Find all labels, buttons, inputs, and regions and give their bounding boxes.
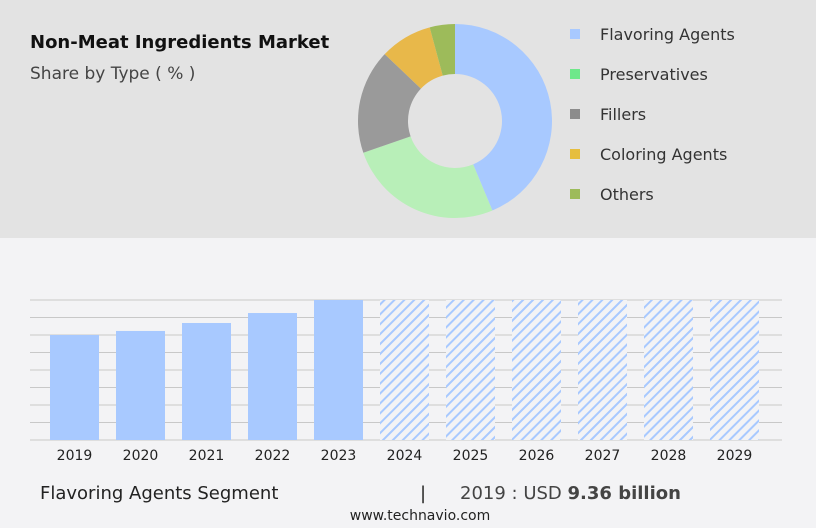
legend-item: Preservatives — [570, 54, 735, 94]
bar-2019 — [50, 335, 99, 440]
donut-slice-flavoring-agents — [455, 24, 552, 211]
legend: Flavoring Agents Preservatives Fillers Colo… — [570, 14, 735, 214]
legend-label: Coloring Agents — [600, 144, 728, 164]
legend-swatch — [570, 29, 580, 39]
legend-item: Coloring Agents — [570, 134, 735, 174]
x-tick-label: 2023 — [321, 448, 357, 464]
x-tick-label: 2022 — [255, 448, 291, 464]
legend-label: Flavoring Agents — [600, 24, 735, 44]
separator: | — [420, 483, 427, 504]
legend-item: Fillers — [570, 94, 735, 134]
x-tick-label: 2025 — [453, 448, 489, 464]
year-value-label: 2019 : USD — [460, 483, 562, 504]
legend-item: Flavoring Agents — [570, 14, 735, 54]
legend-swatch — [570, 149, 580, 159]
donut-chart — [358, 24, 552, 218]
legend-swatch — [570, 69, 580, 79]
page-title: Non-Meat Ingredients Market — [30, 32, 330, 53]
bar-2026 — [512, 300, 561, 440]
x-tick-label: 2028 — [651, 448, 687, 464]
x-tick-label: 2019 — [57, 448, 93, 464]
donut-slice-fillers — [358, 54, 421, 153]
segment-label: Flavoring Agents Segment — [40, 483, 279, 504]
legend-label: Preservatives — [600, 64, 708, 84]
bar-2027 — [578, 300, 627, 440]
bar-2024 — [380, 300, 429, 440]
bar-2022 — [248, 313, 297, 440]
bar-2028 — [644, 300, 693, 440]
legend-swatch — [570, 109, 580, 119]
subtitle: Share by Type ( % ) — [30, 64, 196, 84]
legend-label: Fillers — [600, 104, 647, 124]
value: 9.36 billion — [567, 483, 681, 504]
source-url: www.technavio.com — [349, 508, 491, 524]
x-tick-label: 2020 — [123, 448, 159, 464]
bar-2023 — [314, 300, 363, 440]
bar-2029 — [710, 300, 759, 440]
donut-slice-others — [429, 24, 455, 76]
donut-slice-coloring-agents — [384, 27, 443, 89]
x-tick-label: 2024 — [387, 448, 423, 464]
legend-swatch — [570, 189, 580, 199]
bar-2020 — [116, 330, 165, 440]
x-tick-label: 2021 — [189, 448, 225, 464]
legend-item: Others — [570, 174, 735, 214]
legend-label: Others — [600, 184, 654, 204]
bar-2025 — [446, 300, 495, 440]
donut-slice-preservatives — [363, 136, 493, 218]
bar-chart: 2019 2020 2021 2022 2023 2024 2025 2026 2027 2028… — [30, 299, 782, 464]
x-tick-label: 2026 — [519, 448, 555, 464]
bar-2021 — [182, 322, 231, 440]
x-tick-label: 2027 — [585, 448, 621, 464]
x-tick-label: 2029 — [717, 448, 753, 464]
